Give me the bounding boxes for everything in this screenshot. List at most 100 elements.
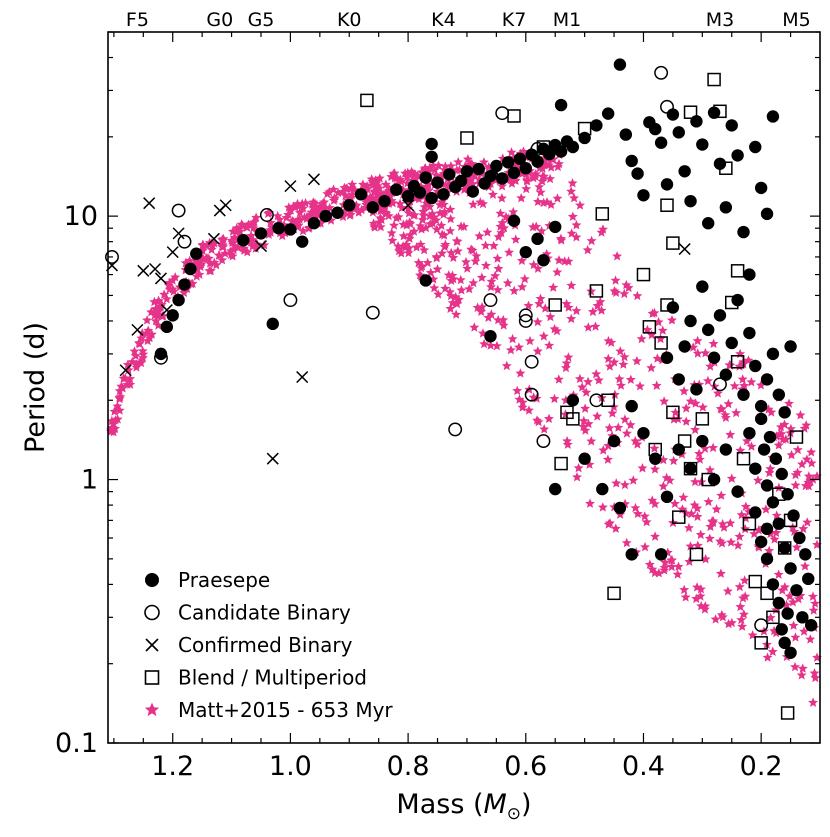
model-star (700, 601, 711, 611)
blend-multiperiod-point (748, 574, 763, 589)
blend-multiperiod-point (642, 320, 657, 334)
praesepe-point (554, 98, 568, 112)
model-star (688, 342, 699, 352)
model-star (810, 598, 820, 608)
model-star (123, 365, 134, 375)
confirmed-binary-point (154, 272, 167, 285)
model-star (628, 475, 639, 485)
model-star (425, 218, 436, 229)
model-star (708, 442, 718, 453)
model-star (552, 267, 563, 277)
candidate-binary-point (171, 203, 186, 218)
model-star (796, 670, 807, 680)
model-star (439, 230, 450, 240)
praesepe-point (804, 619, 818, 632)
praesepe-point (254, 227, 268, 240)
model-star (461, 257, 471, 267)
x-axis-label-close: ) (521, 789, 532, 820)
model-star (596, 305, 607, 315)
model-star (170, 272, 181, 282)
model-star (106, 415, 117, 426)
model-star (464, 283, 475, 294)
model-star (192, 264, 202, 275)
blend-multiperiod-point (719, 161, 733, 175)
model-star (670, 498, 680, 508)
confirmed-binary-point (131, 323, 144, 336)
praesepe-point (707, 351, 721, 364)
blend-multiperiod-point (683, 105, 698, 119)
praesepe-point (760, 373, 774, 386)
model-star (637, 463, 648, 473)
model-star (508, 206, 519, 217)
model-star (552, 193, 563, 203)
model-star (445, 213, 456, 224)
praesepe-point (431, 176, 444, 189)
model-star (679, 386, 689, 396)
model-star (217, 241, 227, 251)
model-star (734, 531, 745, 541)
model-star (184, 255, 195, 266)
praesepe-point (766, 347, 780, 361)
model-star (762, 652, 773, 662)
model-star (488, 240, 499, 251)
model-star (498, 314, 509, 325)
model-star (346, 189, 357, 200)
praesepe-point (760, 552, 774, 566)
model-star (604, 423, 615, 433)
praesepe-point (754, 535, 768, 549)
praesepe-point (578, 452, 591, 465)
praesepe-point (649, 122, 662, 136)
blend-multiperiod-point (660, 298, 674, 312)
model-star (618, 359, 629, 369)
model-star (419, 245, 430, 255)
model-star (401, 239, 412, 249)
model-star (591, 369, 602, 379)
praesepe-point (766, 110, 780, 123)
model-star (705, 464, 715, 475)
x-tick-label: 1.0 (269, 751, 312, 782)
candidate-binary-point (713, 377, 727, 392)
model-star (723, 618, 734, 629)
model-star (690, 424, 701, 435)
y-axis-label: Period (d) (20, 322, 51, 453)
model-star (603, 335, 614, 346)
model-star (726, 617, 737, 628)
model-star (549, 393, 560, 404)
blend-multiperiod-point (713, 104, 727, 119)
y-tick-label: 0.1 (55, 728, 98, 759)
model-star (498, 320, 509, 330)
model-star (512, 385, 523, 396)
candidate-binary-point (483, 293, 498, 308)
model-star (375, 205, 386, 216)
model-star (666, 555, 677, 565)
praesepe-point (454, 174, 468, 188)
praesepe-point (678, 340, 691, 353)
model-star (797, 663, 808, 673)
praesepe-point (749, 462, 762, 475)
model-star (808, 605, 819, 615)
model-star (514, 342, 524, 352)
model-star (620, 414, 630, 424)
model-star (734, 581, 745, 592)
praesepe-point (578, 131, 591, 145)
model-star (509, 285, 520, 296)
model-star (805, 634, 816, 644)
praesepe-point (731, 149, 744, 162)
model-star (431, 224, 442, 234)
model-star (703, 496, 714, 507)
model-star (652, 353, 663, 363)
model-star (161, 294, 172, 304)
blend-multiperiod-point (636, 267, 651, 282)
model-star (664, 475, 675, 485)
confirmed-binary-point (143, 197, 156, 210)
model-star (769, 625, 780, 636)
model-star (700, 604, 710, 614)
candidate-binary-point (283, 293, 298, 308)
praesepe-point (799, 548, 812, 561)
praesepe-point (672, 373, 685, 386)
model-star (386, 228, 397, 238)
model-star (749, 528, 760, 539)
blend-multiperiod-point (666, 405, 680, 420)
praesepe-point (484, 330, 497, 343)
model-star (277, 230, 288, 241)
